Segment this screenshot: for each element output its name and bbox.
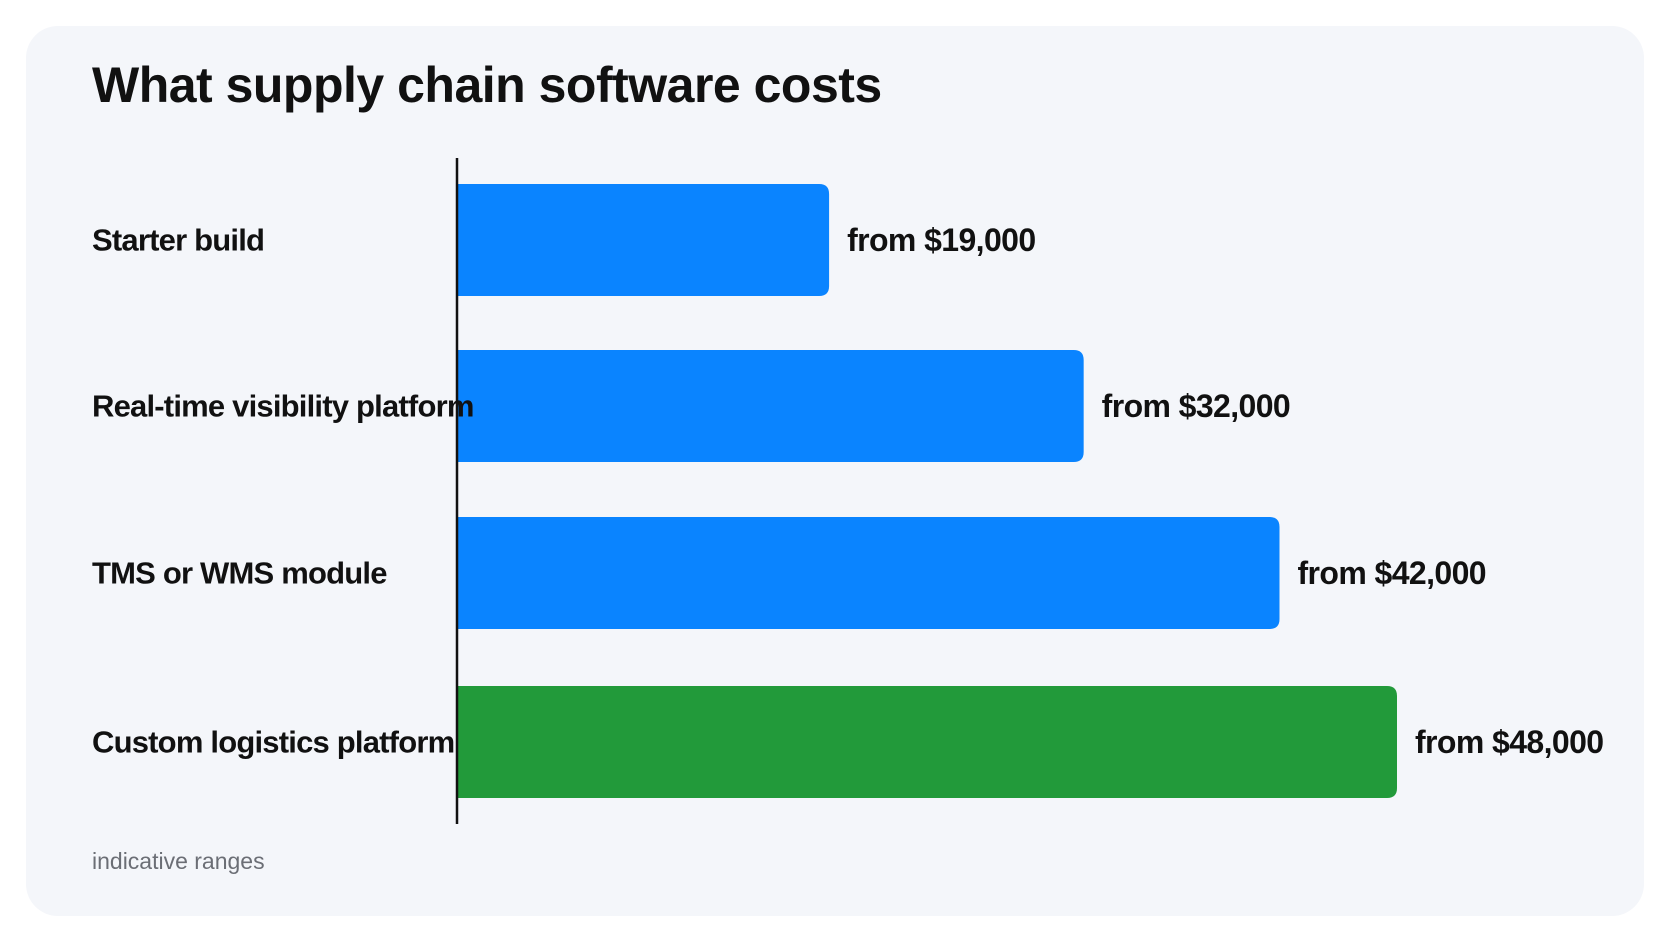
value-label: from $19,000 <box>847 222 1035 258</box>
labels-group: Starter build from $19,000 Real-time visib… <box>92 222 1604 760</box>
category-label: Custom logistics platform <box>92 725 454 760</box>
category-label: TMS or WMS module <box>92 556 387 591</box>
bar-4 <box>457 686 1397 798</box>
chart-title: What supply chain software costs <box>92 57 882 113</box>
chart-footnote: indicative ranges <box>92 848 265 874</box>
bar-3 <box>457 517 1280 629</box>
bars-group <box>457 184 1397 798</box>
value-label: from $42,000 <box>1298 555 1486 591</box>
category-label: Starter build <box>92 223 264 258</box>
value-label: from $48,000 <box>1415 724 1603 760</box>
category-label: Real-time visibility platform <box>92 389 474 424</box>
bar-2 <box>457 350 1084 462</box>
value-label: from $32,000 <box>1102 388 1290 424</box>
bar-1 <box>457 184 830 296</box>
